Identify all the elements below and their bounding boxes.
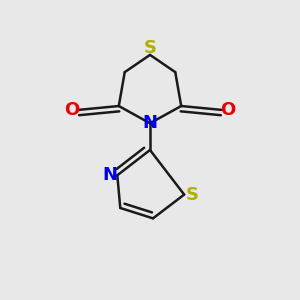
Text: O: O <box>220 101 236 119</box>
Text: N: N <box>102 166 117 184</box>
Text: S: S <box>143 39 157 57</box>
Text: O: O <box>64 101 80 119</box>
Text: S: S <box>186 186 199 204</box>
Text: N: N <box>142 114 158 132</box>
